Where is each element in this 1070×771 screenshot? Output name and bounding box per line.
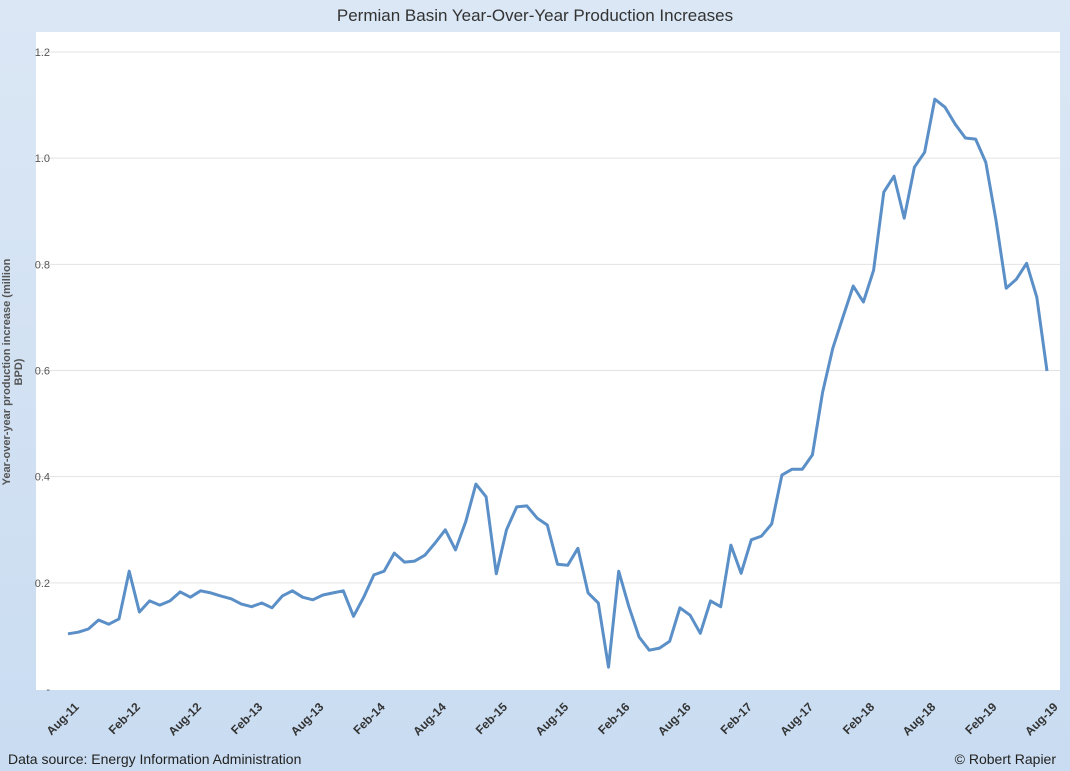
x-tick-label: Feb-18 <box>840 700 877 737</box>
x-tick-label: Aug-19 <box>1022 700 1061 739</box>
x-tick-label: Aug-16 <box>655 700 694 739</box>
chart-title: Permian Basin Year-Over-Year Production … <box>336 6 734 25</box>
data-source-note: Data source: Energy Information Administ… <box>8 751 302 767</box>
x-tick-label: Feb-12 <box>106 700 143 737</box>
x-tick-label: Feb-13 <box>228 700 265 737</box>
credit-note: © Robert Rapier <box>954 751 1056 767</box>
x-tick-label: Aug-12 <box>165 700 204 739</box>
x-tick-label: Feb-15 <box>473 700 510 737</box>
y-tick-label: 1.0 <box>35 153 50 165</box>
series-line <box>67 97 1049 669</box>
x-tick-label: Aug-14 <box>410 700 449 739</box>
x-tick-label: Feb-19 <box>962 700 999 737</box>
x-tick-label: Feb-16 <box>595 700 632 737</box>
x-tick-label: Aug-13 <box>288 700 327 739</box>
y-tick-label: 1.2 <box>35 47 50 59</box>
x-tick-label: Aug-11 <box>44 700 82 738</box>
y-tick-label: 0.4 <box>35 472 50 484</box>
x-tick-label: Aug-17 <box>777 700 816 739</box>
y-tick-label: 0.2 <box>35 578 50 590</box>
x-tick-label: Feb-17 <box>718 700 755 737</box>
y-tick-label: 0.8 <box>35 259 50 271</box>
y-tick-label: 0.6 <box>35 366 50 378</box>
plot-area <box>36 32 1060 690</box>
x-tick-label: Aug-15 <box>533 700 572 739</box>
x-tick-label: Feb-14 <box>350 700 387 737</box>
y-tick-label: - <box>46 684 50 696</box>
x-tick-label: Aug-18 <box>900 700 939 739</box>
